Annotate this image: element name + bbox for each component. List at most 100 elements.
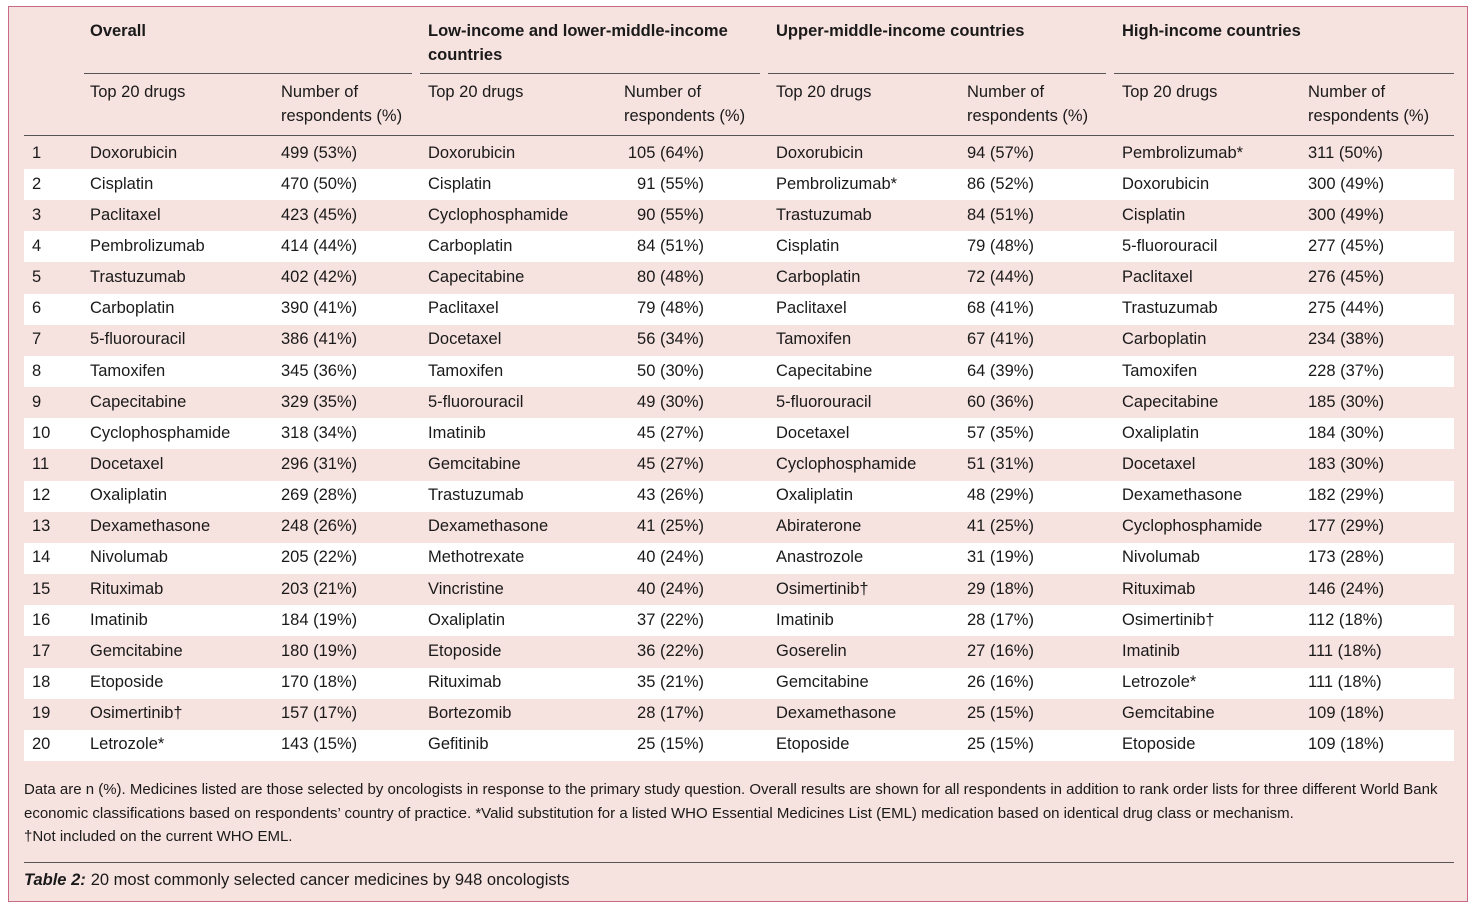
drug-name: Rituximab <box>1122 579 1196 598</box>
respondent-count: 277 (45%) <box>1308 236 1385 255</box>
rank: 17 <box>32 641 51 660</box>
respondent-count: 41 (25%) <box>637 517 704 536</box>
rank: 8 <box>32 361 42 380</box>
respondent-count: 105 (64%) <box>627 143 704 162</box>
drug-name: Dexamethasone <box>90 517 211 536</box>
column-header: Top 20 drugs <box>776 83 872 101</box>
respondent-count: 45 (27%) <box>637 455 704 473</box>
footnote: Data are n (%). Medicines listed are tho… <box>24 781 1438 822</box>
respondent-count: 68 (41%) <box>967 299 1034 318</box>
respondent-count: 28 (17%) <box>637 704 704 723</box>
drug-name: Doxorubicin <box>428 143 516 162</box>
rank: 7 <box>32 330 42 349</box>
drug-name: Trastuzumab <box>428 486 524 505</box>
drug-name: Goserelin <box>776 641 847 660</box>
row-stripe <box>24 169 1454 201</box>
drug-name: Gemcitabine <box>1122 704 1215 723</box>
caption-rule <box>24 862 1454 863</box>
respondent-count: 35 (21%) <box>637 673 704 692</box>
respondent-count: 205 (22%) <box>281 548 358 567</box>
respondent-count: 183 (30%) <box>1308 455 1385 473</box>
column-header: Top 20 drugs <box>1122 83 1218 101</box>
respondent-count: 31 (19%) <box>967 548 1034 567</box>
respondent-count: 56 (34%) <box>637 330 704 349</box>
respondent-count: 157 (17%) <box>281 704 358 723</box>
drug-name: Doxorubicin <box>1122 174 1210 193</box>
respondent-count: 329 (35%) <box>281 392 358 411</box>
rank: 9 <box>32 392 42 411</box>
respondent-count: 184 (30%) <box>1308 423 1385 442</box>
drug-name: Abiraterone <box>776 517 862 536</box>
column-header: Top 20 drugs <box>428 83 524 101</box>
drug-name: Gemcitabine <box>428 455 521 473</box>
respondent-count: 185 (30%) <box>1308 392 1385 411</box>
rank: 10 <box>32 423 51 442</box>
respondent-count: 67 (41%) <box>967 330 1034 349</box>
drug-name: Cisplatin <box>90 174 154 193</box>
respondent-count: 84 (51%) <box>967 205 1034 224</box>
drug-name: Anastrozole <box>776 548 864 567</box>
drug-name: Tamoxifen <box>428 361 504 380</box>
drug-name: Osimertinib† <box>90 704 183 723</box>
respondent-count: 79 (48%) <box>967 236 1034 255</box>
drug-name: Cisplatin <box>776 236 840 255</box>
row-stripe <box>24 356 1454 388</box>
respondent-count: 173 (28%) <box>1308 548 1385 567</box>
row-stripe <box>24 293 1454 325</box>
rank: 1 <box>32 143 42 162</box>
drug-name: Paclitaxel <box>428 299 499 318</box>
row-stripe <box>24 480 1454 512</box>
respondent-count: 414 (44%) <box>281 236 358 255</box>
respondent-count: 72 (44%) <box>967 268 1034 287</box>
rank: 20 <box>32 735 51 754</box>
respondent-count: 275 (44%) <box>1308 299 1385 318</box>
respondent-count: 318 (34%) <box>281 423 358 442</box>
group-rule <box>420 73 760 74</box>
rank: 11 <box>32 455 50 473</box>
respondent-count: 41 (25%) <box>967 517 1034 536</box>
drug-name: Cyclophosphamide <box>776 455 917 473</box>
drug-name: Cyclophosphamide <box>1122 517 1263 536</box>
drug-name: 5-fluorouracil <box>428 392 524 411</box>
respondent-count: 90 (55%) <box>637 205 704 224</box>
group-rule <box>84 73 412 74</box>
drug-name: Docetaxel <box>428 330 502 349</box>
rank: 12 <box>32 486 51 505</box>
caption-label: Table 2: <box>24 871 86 889</box>
respondent-count: 64 (39%) <box>967 361 1034 380</box>
column-header: Number of respondents (%) <box>967 83 1089 125</box>
respondent-count: 43 (26%) <box>637 486 704 505</box>
drug-name: Letrozole* <box>1122 673 1197 692</box>
rank: 3 <box>32 205 42 224</box>
drug-name: Carboplatin <box>428 236 513 255</box>
respondent-count: 26 (16%) <box>967 673 1034 692</box>
respondent-count: 470 (50%) <box>281 174 358 193</box>
drug-name: Oxaliplatin <box>428 610 506 629</box>
drug-name: Gemcitabine <box>776 673 869 692</box>
respondent-count: 112 (18%) <box>1308 610 1383 629</box>
column-header: Number of respondents (%) <box>624 83 746 125</box>
drug-name: Cyclophosphamide <box>428 205 569 224</box>
respondent-count: 91 (55%) <box>637 174 704 193</box>
drug-name: Imatinib <box>1122 641 1180 660</box>
drug-name: Gefitinib <box>428 735 489 754</box>
drug-name: Dexamethasone <box>1122 486 1243 505</box>
drug-name: Imatinib <box>90 610 148 629</box>
rank: 4 <box>32 236 42 255</box>
respondent-count: 423 (45%) <box>281 205 358 224</box>
respondent-count: 48 (29%) <box>967 486 1034 505</box>
respondent-count: 345 (36%) <box>281 361 358 380</box>
drug-name: Carboplatin <box>776 268 861 287</box>
drug-name: Docetaxel <box>90 455 164 473</box>
respondent-count: 109 (18%) <box>1308 704 1385 723</box>
respondent-count: 86 (52%) <box>967 174 1034 193</box>
respondent-count: 203 (21%) <box>281 579 358 598</box>
drug-name: Docetaxel <box>776 423 850 442</box>
row-stripe <box>24 418 1454 450</box>
respondent-count: 79 (48%) <box>637 299 704 318</box>
respondent-count: 80 (48%) <box>637 268 704 287</box>
respondent-count: 499 (53%) <box>281 143 358 162</box>
drug-name: Cisplatin <box>1122 205 1186 224</box>
respondent-count: 25 (15%) <box>967 735 1034 754</box>
